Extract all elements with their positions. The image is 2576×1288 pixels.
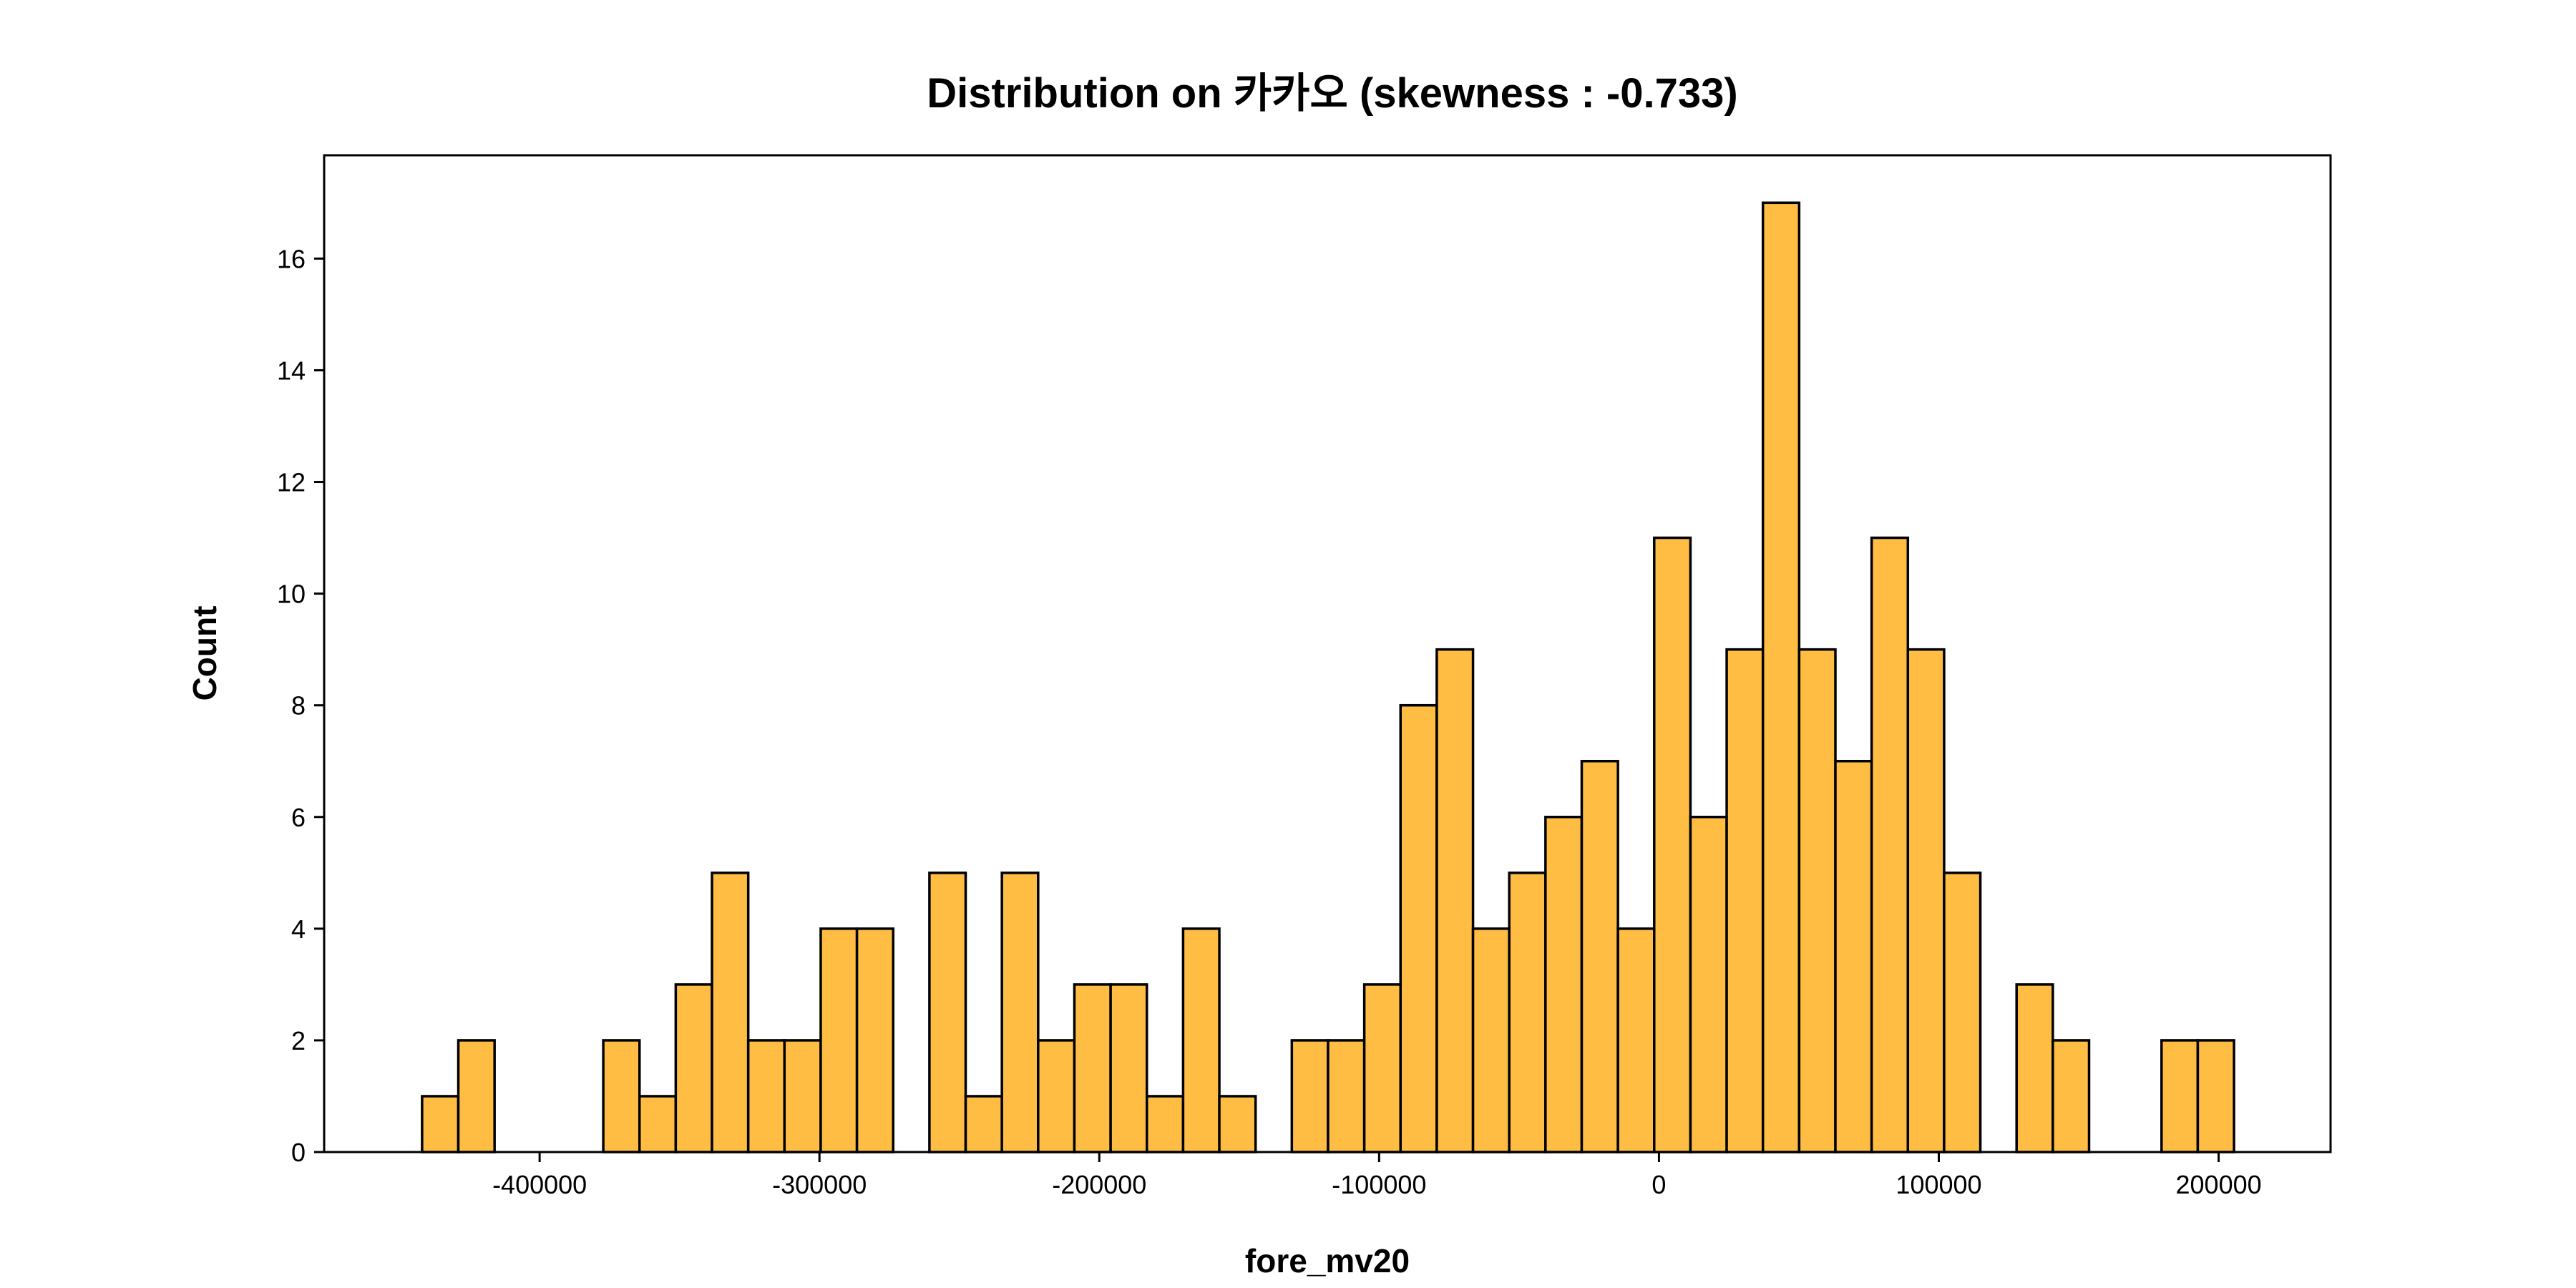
histogram-bar [674,983,713,1153]
x-tick-label: 0 [1652,1170,1666,1199]
x-tick-label: 200000 [2176,1170,2262,1199]
plot-frame [323,154,2332,1153]
x-tick-label: -200000 [1052,1170,1146,1199]
histogram-bar [1653,536,1692,1153]
histogram-bar [1616,927,1656,1153]
histogram-bar [783,1039,822,1153]
y-tick-label: 10 [277,580,306,609]
histogram-bar [1290,1039,1330,1153]
histogram-bar [2196,1039,2235,1153]
y-tick-label: 16 [277,244,306,273]
histogram-bar [1218,1095,1257,1153]
histogram-bar [855,927,894,1153]
histogram-bar [1362,983,1402,1153]
x-tick-label: -300000 [772,1170,867,1199]
histogram-bar [1870,536,1910,1153]
histogram-bar [1689,816,1728,1153]
chart-title: Distribution on 카카오 (skewness : -0.733) [927,70,1737,117]
y-tick-label: 6 [291,803,306,832]
y-tick-label: 2 [291,1026,306,1055]
x-tick-label: -100000 [1332,1170,1426,1199]
y-tick-label: 0 [291,1138,306,1167]
histogram-bar [1943,872,1982,1153]
y-axis-label: Count [186,606,223,701]
histogram-bar [1471,927,1511,1153]
histogram-bar [819,927,859,1153]
histogram-bar [1544,816,1584,1153]
histogram-bar [602,1039,641,1153]
histogram-bar [1797,648,1837,1153]
histogram-bar [1725,648,1765,1153]
histogram-bar [2160,1039,2200,1153]
y-tick-label: 12 [277,468,306,497]
histogram-bar [1327,1039,1366,1153]
histogram-bar [421,1095,460,1153]
y-axis-ticks: 0 2 4 6 8 10 12 14 16 [277,244,324,1167]
histogram-bar [1508,872,1547,1153]
histogram-bar [1435,648,1475,1153]
histogram-bar [638,1095,678,1153]
x-axis-ticks: -400000 -300000 -200000 -100000 0 100000 20000… [492,1152,2262,1199]
histogram-bar [711,872,750,1153]
histogram-bar [1181,927,1221,1153]
y-tick-label: 4 [291,914,306,944]
histogram-bar [1146,1095,1185,1153]
histogram-bar [1761,201,1801,1153]
histogram-bar [1109,983,1148,1153]
histogram-bar [1399,703,1438,1153]
y-tick-label: 14 [277,356,306,385]
histogram-bars [421,201,2235,1153]
x-tick-label: -400000 [492,1170,587,1199]
histogram-bar [1580,759,1619,1153]
histogram-bar [964,1095,1003,1153]
histogram-bar [746,1039,786,1153]
histogram-bar [1073,983,1112,1153]
histogram-bar [2051,1039,2091,1153]
histogram-bar [1906,648,1946,1153]
histogram-bar [2015,983,2054,1153]
histogram-bar [928,872,967,1153]
histogram-bar [1000,872,1040,1153]
histogram-bar [1037,1039,1076,1153]
histogram-bar [457,1039,496,1153]
y-tick-label: 8 [291,691,306,721]
histogram-bar [1834,759,1873,1153]
x-tick-label: 100000 [1896,1170,1981,1199]
x-axis-label: fore_mv20 [1245,1242,1410,1279]
